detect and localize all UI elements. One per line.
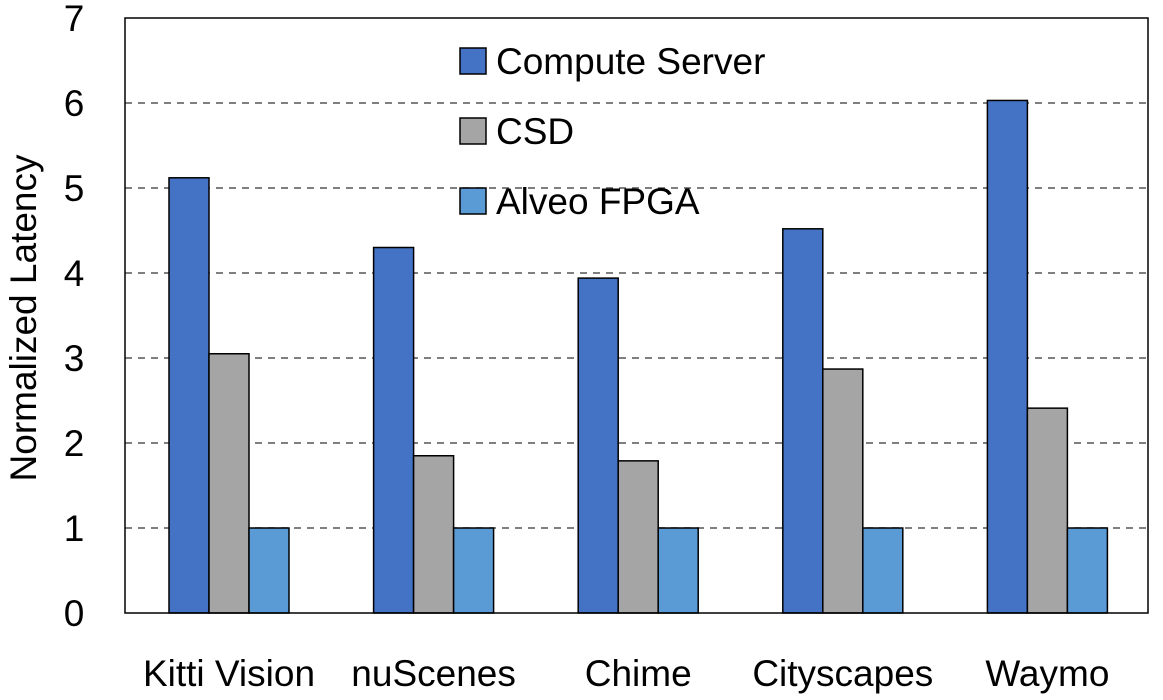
bar-alveo-fpga-0 bbox=[248, 527, 290, 614]
bar-csd-3 bbox=[822, 368, 864, 614]
y-tick-label: 0 bbox=[64, 593, 85, 634]
legend-label: Alveo FPGA bbox=[496, 181, 700, 222]
x-tick-label: Chime bbox=[585, 653, 692, 694]
x-tick-label: Waymo bbox=[985, 653, 1109, 694]
x-tick-labels: Kitti Vision nuScenes Chime Cityscapes Waymo bbox=[143, 653, 1109, 694]
y-tick-label: 7 bbox=[64, 0, 85, 39]
y-tick-label: 3 bbox=[64, 338, 85, 379]
bar-csd-1 bbox=[412, 455, 455, 614]
plot-frame bbox=[124, 17, 1149, 614]
legend-label: CSD bbox=[496, 111, 574, 152]
legend-swatch bbox=[459, 187, 487, 215]
x-tick-label: Cityscapes bbox=[752, 653, 933, 694]
legend-swatch bbox=[459, 117, 487, 145]
bar-alveo-fpga-3 bbox=[862, 527, 904, 614]
bar-csd-0 bbox=[208, 353, 250, 614]
y-tick-label: 5 bbox=[64, 168, 85, 209]
bar-csd-4 bbox=[1026, 407, 1069, 614]
legend-swatch bbox=[459, 47, 487, 75]
bar-compute-server-2 bbox=[577, 277, 619, 614]
bar-alveo-fpga-1 bbox=[452, 527, 495, 614]
y-tick-label: 2 bbox=[64, 423, 85, 464]
legend: Compute Server CSD Alveo FPGA bbox=[459, 41, 765, 222]
bar-alveo-fpga-4 bbox=[1066, 527, 1109, 614]
axes bbox=[124, 17, 1149, 614]
x-tick-label: nuScenes bbox=[351, 653, 516, 694]
y-tick-label: 4 bbox=[64, 253, 85, 294]
x-tick-label: Kitti Vision bbox=[143, 653, 315, 694]
bar-compute-server-3 bbox=[782, 228, 824, 614]
y-tick-labels: 0 1 2 3 4 5 6 7 bbox=[64, 0, 85, 634]
bar-compute-server-1 bbox=[372, 246, 415, 614]
bar-compute-server-4 bbox=[986, 99, 1029, 614]
y-axis-label: Normalized Latency bbox=[3, 154, 44, 481]
bars bbox=[168, 99, 1109, 614]
bar-compute-server-0 bbox=[168, 177, 210, 614]
y-tick-label: 6 bbox=[64, 83, 85, 124]
y-tick-label: 1 bbox=[64, 508, 85, 549]
bar-csd-2 bbox=[617, 460, 659, 614]
legend-label: Compute Server bbox=[496, 41, 765, 82]
bar-alveo-fpga-2 bbox=[657, 527, 699, 614]
